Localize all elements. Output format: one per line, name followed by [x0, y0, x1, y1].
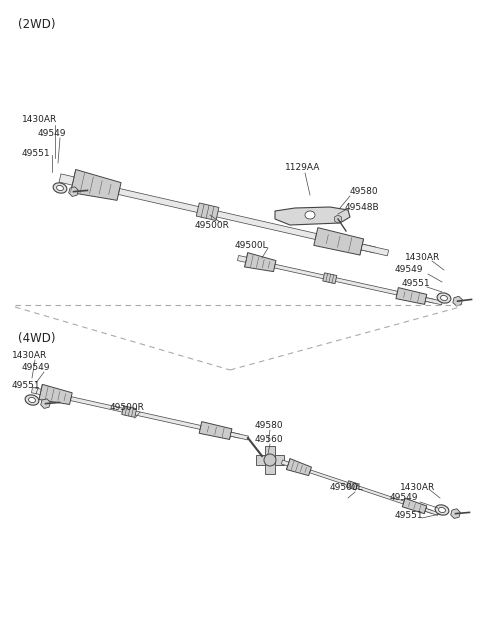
Polygon shape	[122, 406, 137, 417]
Polygon shape	[265, 446, 275, 474]
Polygon shape	[196, 203, 219, 221]
Text: 49551: 49551	[22, 148, 50, 158]
Polygon shape	[230, 432, 249, 440]
Polygon shape	[281, 460, 289, 466]
Polygon shape	[402, 498, 427, 513]
Text: 49500L: 49500L	[330, 483, 364, 493]
Text: 49549: 49549	[395, 265, 423, 275]
Text: 49549: 49549	[22, 363, 50, 373]
Ellipse shape	[25, 395, 39, 405]
Text: (2WD): (2WD)	[18, 18, 56, 31]
Polygon shape	[275, 207, 350, 225]
Text: 49548B: 49548B	[345, 202, 380, 211]
Polygon shape	[40, 390, 240, 438]
Text: 49580: 49580	[350, 188, 379, 196]
Text: 49551: 49551	[395, 510, 424, 520]
Polygon shape	[59, 174, 74, 185]
Polygon shape	[71, 169, 121, 201]
Polygon shape	[323, 273, 337, 283]
Ellipse shape	[441, 295, 447, 300]
Ellipse shape	[305, 211, 315, 219]
Polygon shape	[39, 384, 72, 404]
Text: 49500R: 49500R	[110, 404, 145, 412]
Text: 49580: 49580	[255, 421, 284, 429]
Ellipse shape	[439, 507, 445, 513]
Text: 1129AA: 1129AA	[285, 163, 320, 173]
Text: 49500L: 49500L	[235, 240, 269, 249]
Polygon shape	[314, 227, 363, 255]
Text: 49549: 49549	[390, 493, 419, 503]
Text: (4WD): (4WD)	[18, 332, 56, 345]
Ellipse shape	[435, 505, 449, 515]
Text: 49551: 49551	[402, 280, 431, 288]
Polygon shape	[425, 508, 438, 515]
Circle shape	[264, 454, 276, 466]
Text: 1430AR: 1430AR	[400, 482, 435, 492]
Text: 1430AR: 1430AR	[12, 351, 47, 359]
Text: 49551: 49551	[12, 381, 41, 389]
Text: 49560: 49560	[255, 435, 284, 444]
Ellipse shape	[437, 293, 451, 303]
Polygon shape	[246, 258, 434, 303]
Polygon shape	[287, 459, 312, 475]
Polygon shape	[396, 288, 427, 305]
Polygon shape	[31, 388, 41, 394]
Text: 49500R: 49500R	[195, 221, 230, 229]
Polygon shape	[72, 178, 375, 253]
Polygon shape	[347, 481, 358, 490]
Polygon shape	[238, 255, 247, 262]
Polygon shape	[288, 463, 432, 513]
Polygon shape	[199, 422, 232, 439]
Text: 1430AR: 1430AR	[22, 115, 57, 125]
Polygon shape	[425, 298, 443, 305]
Ellipse shape	[57, 186, 63, 191]
Polygon shape	[361, 244, 389, 256]
Text: 49549: 49549	[38, 128, 67, 138]
Ellipse shape	[53, 183, 67, 193]
Polygon shape	[256, 455, 284, 465]
Polygon shape	[245, 253, 276, 272]
Text: 1430AR: 1430AR	[405, 254, 440, 262]
Ellipse shape	[28, 397, 36, 402]
